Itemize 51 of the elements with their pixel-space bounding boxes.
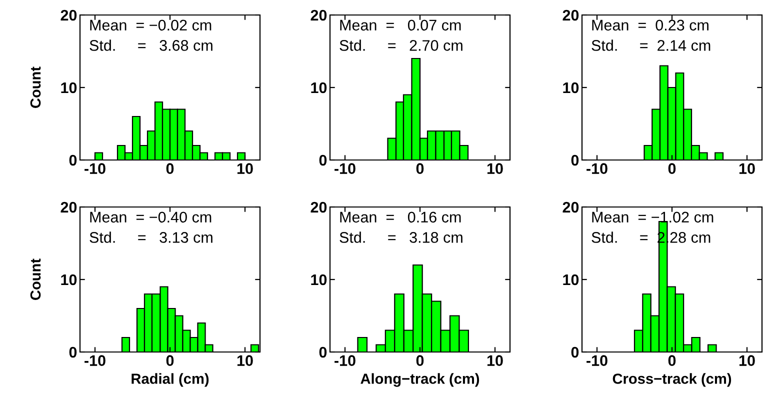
y-tick-label: 0	[69, 346, 77, 358]
y-tick-label: 10	[563, 274, 579, 286]
annotation: Mean = −0.02 cm	[90, 20, 212, 31]
y-axis-title: Count	[30, 66, 41, 108]
x-tick-label: 0	[416, 163, 424, 174]
x-tick-label: -10	[84, 163, 106, 174]
annotation: Std. = 3.68 cm	[90, 40, 212, 51]
x-tick-label: 10	[739, 355, 755, 366]
y-tick-label: 20	[310, 202, 327, 213]
y-tick-label: 0	[319, 154, 327, 166]
y-tick-label: 10	[311, 274, 327, 286]
x-tick-label: 10	[237, 163, 253, 174]
y-tick-label: 20	[60, 10, 77, 21]
x-tick-label: 10	[739, 163, 755, 174]
y-tick-label: 10	[563, 82, 579, 94]
annotation: Mean = 0.07 cm	[340, 20, 461, 31]
x-tick-label: -10	[334, 355, 356, 366]
y-tick-label: 20	[562, 202, 579, 213]
y-axis-title: Count	[30, 258, 41, 300]
x-tick-label: 0	[668, 163, 676, 174]
y-tick-label: 0	[69, 154, 77, 166]
x-tick-label: -10	[84, 355, 106, 366]
x-tick-label: 0	[668, 355, 676, 366]
annotation: Mean = −0.40 cm	[90, 212, 212, 223]
annotation: Std. = 3.13 cm	[90, 232, 212, 243]
y-tick-label: 0	[571, 346, 579, 358]
annotation: Mean = 0.23 cm	[592, 20, 708, 31]
annotation: Std. = 2.14 cm	[592, 40, 710, 51]
x-tick-label: 10	[487, 355, 503, 366]
y-tick-label: 10	[61, 274, 77, 286]
x-axis-title: Along−track (cm)	[360, 373, 480, 387]
x-axis-title: Cross−track (cm)	[612, 373, 732, 387]
y-tick-label: 20	[562, 10, 579, 21]
x-tick-label: 0	[416, 355, 424, 366]
y-tick-label: 20	[310, 10, 327, 21]
x-tick-label: 10	[237, 355, 253, 366]
x-tick-label: 0	[166, 355, 174, 366]
x-tick-label: -10	[334, 163, 356, 174]
y-tick-label: 0	[319, 346, 327, 358]
y-tick-label: 0	[571, 154, 579, 166]
y-tick-label: 10	[61, 82, 77, 94]
x-axis-title: Radial (cm)	[132, 373, 209, 387]
annotation: Std. = 2.70 cm	[340, 40, 462, 51]
annotation: Mean = 0.16 cm	[340, 212, 461, 223]
y-tick-label: 10	[311, 82, 327, 94]
annotation: Std. = 3.18 cm	[340, 232, 462, 243]
x-tick-label: -10	[586, 163, 608, 174]
y-tick-label: 20	[60, 202, 77, 213]
x-tick-label: 0	[166, 163, 174, 174]
x-tick-label: 10	[487, 163, 503, 174]
x-tick-label: -10	[586, 355, 608, 366]
